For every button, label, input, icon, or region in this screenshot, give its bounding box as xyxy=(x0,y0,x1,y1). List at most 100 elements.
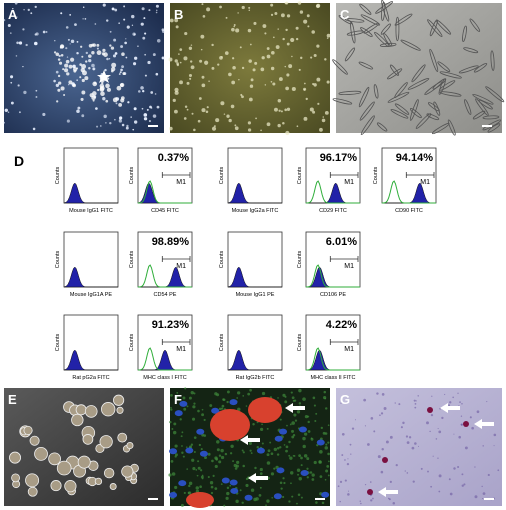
cell xyxy=(285,28,288,32)
speckle xyxy=(457,392,459,394)
cell xyxy=(113,394,125,406)
cell xyxy=(120,96,125,100)
cell xyxy=(57,58,61,61)
gate-marker xyxy=(329,172,359,178)
cell xyxy=(56,100,59,103)
cell xyxy=(95,107,98,110)
cell xyxy=(102,48,106,52)
cell xyxy=(291,55,293,58)
speckle xyxy=(283,444,286,446)
speckle xyxy=(344,479,347,482)
cell xyxy=(338,15,352,25)
speckle xyxy=(200,469,203,472)
speckle xyxy=(486,401,488,403)
speckle xyxy=(172,430,177,435)
cell xyxy=(211,43,214,47)
cell xyxy=(261,56,265,60)
cell xyxy=(81,55,84,58)
speckle xyxy=(290,482,292,485)
percent-label: 91.23% xyxy=(152,319,190,331)
cell xyxy=(183,117,187,120)
stained-cell xyxy=(186,492,214,508)
speckle xyxy=(307,430,311,433)
cell xyxy=(120,45,124,49)
cell xyxy=(239,46,242,49)
cell xyxy=(490,50,495,71)
cell xyxy=(118,73,121,75)
speckle xyxy=(197,460,200,463)
speckle xyxy=(376,392,379,395)
speckle xyxy=(291,429,294,433)
cell xyxy=(81,90,86,95)
speckle xyxy=(438,474,442,478)
cell xyxy=(137,45,139,47)
speckle xyxy=(493,433,497,437)
axis-label: CD106 PE xyxy=(320,292,346,298)
speckle xyxy=(259,467,263,472)
speckle xyxy=(414,402,417,405)
cell xyxy=(27,8,30,12)
cell xyxy=(138,90,141,93)
cell xyxy=(132,128,135,131)
nucleus xyxy=(196,428,205,435)
cell xyxy=(156,38,161,43)
speckle xyxy=(261,391,266,396)
cell xyxy=(60,44,64,49)
cell xyxy=(112,54,117,58)
cell xyxy=(96,50,102,56)
cell xyxy=(29,435,40,446)
cell xyxy=(277,99,282,103)
speckle xyxy=(242,464,245,468)
cell xyxy=(272,82,276,86)
cell xyxy=(82,18,84,20)
speckle xyxy=(279,446,282,449)
speckle xyxy=(197,466,201,470)
cell xyxy=(119,116,123,120)
speckle xyxy=(203,434,207,437)
speckle xyxy=(197,409,200,413)
speckle xyxy=(218,454,222,457)
cell xyxy=(247,121,251,125)
cell xyxy=(56,460,72,476)
arrow xyxy=(378,487,398,497)
nucleus xyxy=(300,469,309,476)
speckle xyxy=(270,452,274,456)
percent-label: 94.14% xyxy=(396,152,434,164)
speckle xyxy=(230,444,234,449)
cell xyxy=(286,42,290,46)
speckle xyxy=(191,458,195,462)
cell xyxy=(92,91,97,96)
speckle xyxy=(203,418,206,422)
speckle xyxy=(340,402,342,404)
speckle xyxy=(323,395,327,400)
cell xyxy=(58,54,61,58)
cell xyxy=(439,71,462,79)
cell xyxy=(199,59,203,63)
speckle xyxy=(471,426,474,430)
speckle xyxy=(298,454,302,458)
gate-marker xyxy=(161,339,191,345)
cell xyxy=(109,121,112,125)
cell xyxy=(57,88,61,92)
gate-marker xyxy=(161,256,191,262)
panel-label: E xyxy=(8,392,17,407)
speckle xyxy=(183,407,187,411)
cell xyxy=(155,4,159,8)
cell xyxy=(103,467,115,479)
cell xyxy=(264,84,267,86)
cell xyxy=(133,62,137,66)
histogram-fill xyxy=(63,266,118,288)
speckle xyxy=(449,401,452,404)
gate-label: M1 xyxy=(344,179,354,186)
cell xyxy=(211,66,215,70)
cell xyxy=(241,5,245,10)
speckle xyxy=(327,424,330,427)
cell xyxy=(69,43,71,45)
cell xyxy=(223,113,226,115)
speckle xyxy=(176,391,179,394)
cell xyxy=(380,23,391,35)
speckle xyxy=(437,427,439,430)
cell xyxy=(64,480,77,493)
cell xyxy=(359,3,372,15)
cell xyxy=(221,56,223,58)
